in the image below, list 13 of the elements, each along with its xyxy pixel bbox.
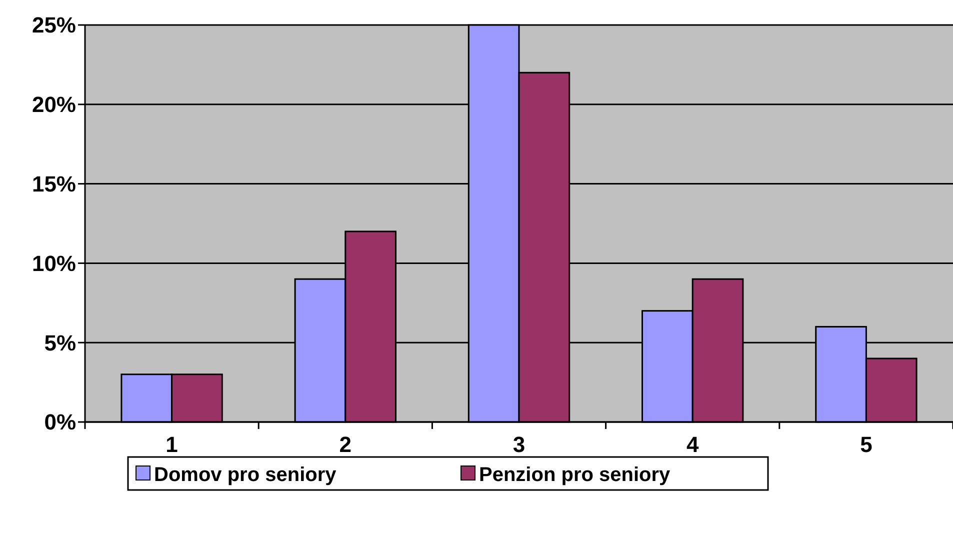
y-tick-label: 15% (32, 172, 76, 196)
y-tick-label: 25% (32, 12, 76, 38)
x-tick-label: 2 (339, 432, 352, 457)
legend-label: Penzion pro seniory (479, 464, 672, 486)
legend-label: Domov pro seniory (154, 464, 338, 486)
x-tick-label: 3 (512, 432, 526, 457)
x-tick-label: 5 (860, 432, 872, 457)
y-tick-label: 10% (32, 250, 76, 276)
y-tick-label: 0% (44, 410, 76, 435)
x-tick-label: 1 (166, 432, 178, 457)
y-tick-label: 5% (44, 330, 76, 356)
y-tick-label: 20% (32, 92, 76, 118)
x-tick-label: 4 (686, 432, 700, 457)
